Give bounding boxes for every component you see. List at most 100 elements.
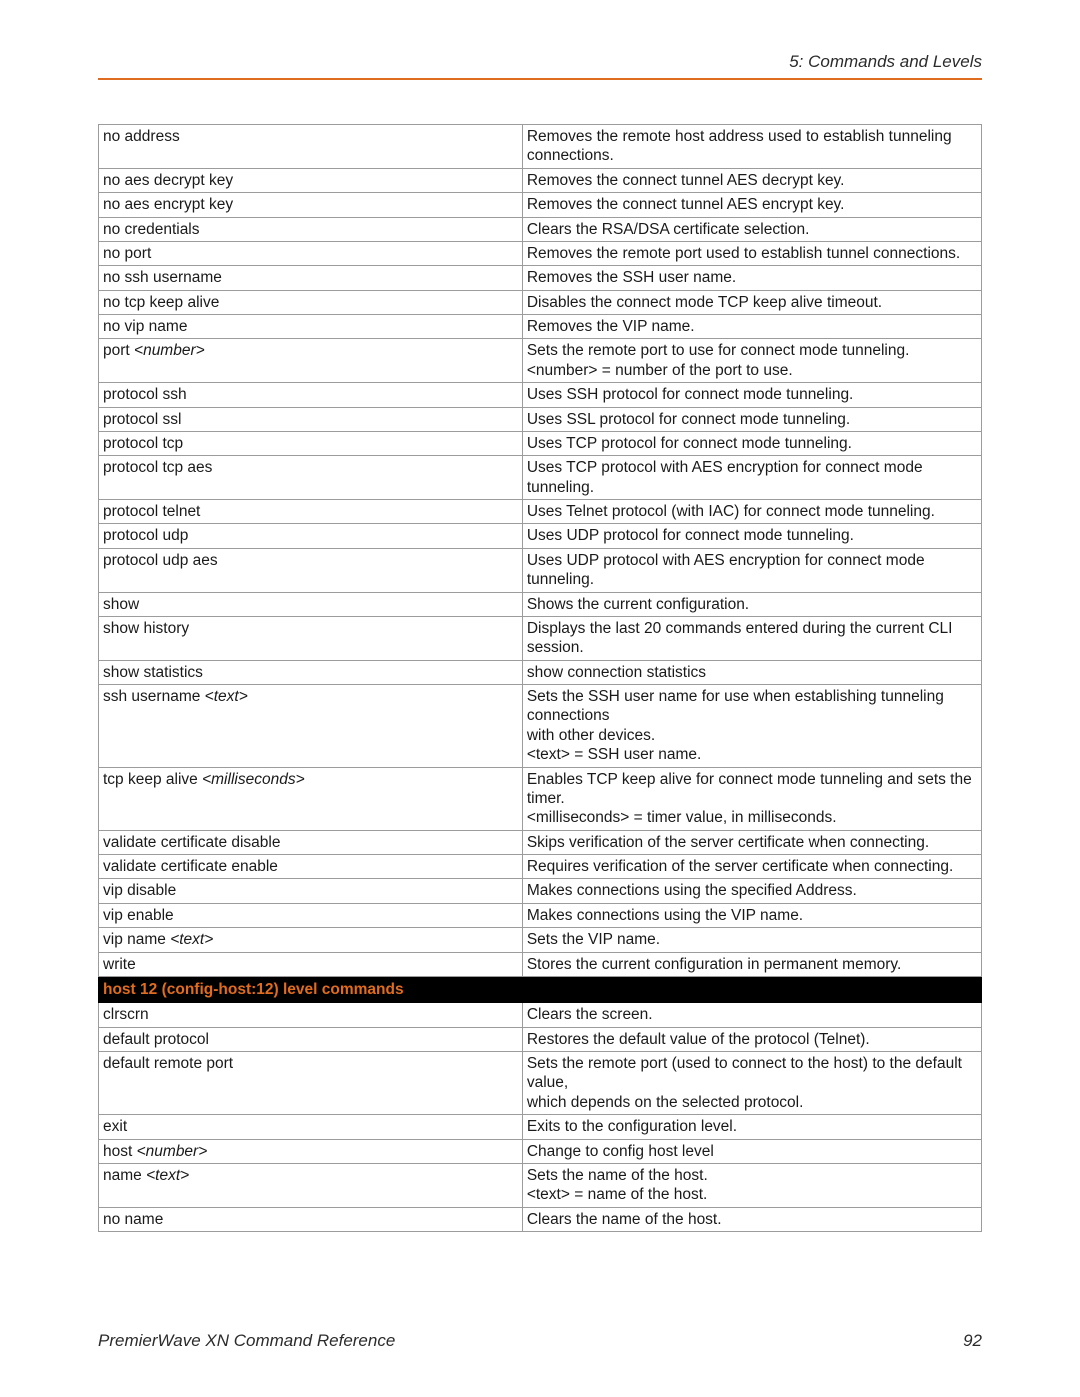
command-cell: validate certificate enable bbox=[99, 855, 523, 879]
table-row: no aes decrypt keyRemoves the connect tu… bbox=[99, 168, 982, 192]
command-cell: tcp keep alive <milliseconds> bbox=[99, 767, 523, 830]
description-cell: Removes the remote port used to establis… bbox=[522, 241, 981, 265]
description-cell: Removes the connect tunnel AES encrypt k… bbox=[522, 193, 981, 217]
command-cell: no aes decrypt key bbox=[99, 168, 523, 192]
command-cell: no tcp keep alive bbox=[99, 290, 523, 314]
command-param: <text> bbox=[205, 688, 248, 705]
description-cell: Change to config host level bbox=[522, 1139, 981, 1163]
command-cell: protocol telnet bbox=[99, 500, 523, 524]
table-row: protocol udp aesUses UDP protocol with A… bbox=[99, 548, 982, 592]
table-row: default protocolRestores the default val… bbox=[99, 1027, 982, 1051]
description-cell: Exits to the configuration level. bbox=[522, 1115, 981, 1139]
table-row: no aes encrypt keyRemoves the connect tu… bbox=[99, 193, 982, 217]
section-header-row: host 12 (config-host:12) level commands bbox=[99, 976, 982, 1002]
commands-table: no addressRemoves the remote host addres… bbox=[98, 124, 982, 1232]
description-cell: Requires verification of the server cert… bbox=[522, 855, 981, 879]
table-row: protocol udpUses UDP protocol for connec… bbox=[99, 524, 982, 548]
command-param: <number> bbox=[137, 1143, 208, 1160]
command-cell: show bbox=[99, 592, 523, 616]
table-row: host <number>Change to config host level bbox=[99, 1139, 982, 1163]
description-cell: Removes the SSH user name. bbox=[522, 266, 981, 290]
table-row: protocol tcpUses TCP protocol for connec… bbox=[99, 431, 982, 455]
table-row: vip enableMakes connections using the VI… bbox=[99, 903, 982, 927]
command-cell: no credentials bbox=[99, 217, 523, 241]
command-cell: protocol udp aes bbox=[99, 548, 523, 592]
command-param: <text> bbox=[146, 1167, 189, 1184]
table-row: default remote portSets the remote port … bbox=[99, 1052, 982, 1115]
page: 5: Commands and Levels no addressRemoves… bbox=[0, 0, 1080, 1397]
command-cell: name <text> bbox=[99, 1163, 523, 1207]
command-cell: vip name <text> bbox=[99, 928, 523, 952]
description-cell: Clears the screen. bbox=[522, 1003, 981, 1027]
table-row: no vip nameRemoves the VIP name. bbox=[99, 315, 982, 339]
description-cell: Clears the name of the host. bbox=[522, 1207, 981, 1231]
command-cell: port <number> bbox=[99, 339, 523, 383]
table-row: writeStores the current configuration in… bbox=[99, 952, 982, 976]
command-cell: protocol ssh bbox=[99, 383, 523, 407]
table-row: show historyDisplays the last 20 command… bbox=[99, 616, 982, 660]
table-row: no nameClears the name of the host. bbox=[99, 1207, 982, 1231]
description-cell: Uses TCP protocol with AES encryption fo… bbox=[522, 456, 981, 500]
description-cell: show connection statistics bbox=[522, 660, 981, 684]
command-param: <milliseconds> bbox=[202, 771, 305, 788]
table-row: protocol sshUses SSH protocol for connec… bbox=[99, 383, 982, 407]
table-row: no portRemoves the remote port used to e… bbox=[99, 241, 982, 265]
table-row: protocol sslUses SSL protocol for connec… bbox=[99, 407, 982, 431]
page-header: 5: Commands and Levels bbox=[98, 52, 982, 80]
command-cell: protocol tcp aes bbox=[99, 456, 523, 500]
table-row: show statisticsshow connection statistic… bbox=[99, 660, 982, 684]
description-cell: Makes connections using the VIP name. bbox=[522, 903, 981, 927]
command-cell: protocol ssl bbox=[99, 407, 523, 431]
command-cell: protocol udp bbox=[99, 524, 523, 548]
command-cell: no aes encrypt key bbox=[99, 193, 523, 217]
description-cell: Enables TCP keep alive for connect mode … bbox=[522, 767, 981, 830]
description-cell: Uses TCP protocol for connect mode tunne… bbox=[522, 431, 981, 455]
section-header-cell: host 12 (config-host:12) level commands bbox=[99, 976, 982, 1002]
description-cell: Clears the RSA/DSA certificate selection… bbox=[522, 217, 981, 241]
description-cell: Stores the current configuration in perm… bbox=[522, 952, 981, 976]
table-row: validate certificate disableSkips verifi… bbox=[99, 830, 982, 854]
table-row: protocol tcp aesUses TCP protocol with A… bbox=[99, 456, 982, 500]
description-cell: Displays the last 20 commands entered du… bbox=[522, 616, 981, 660]
table-row: vip name <text>Sets the VIP name. bbox=[99, 928, 982, 952]
table-row: ssh username <text>Sets the SSH user nam… bbox=[99, 685, 982, 768]
table-row: no tcp keep aliveDisables the connect mo… bbox=[99, 290, 982, 314]
table-row: validate certificate enableRequires veri… bbox=[99, 855, 982, 879]
command-cell: vip enable bbox=[99, 903, 523, 927]
footer-page-number: 92 bbox=[963, 1331, 982, 1351]
command-cell: no vip name bbox=[99, 315, 523, 339]
table-row: clrscrnClears the screen. bbox=[99, 1003, 982, 1027]
table-row: port <number>Sets the remote port to use… bbox=[99, 339, 982, 383]
table-row: no ssh usernameRemoves the SSH user name… bbox=[99, 266, 982, 290]
table-row: protocol telnetUses Telnet protocol (wit… bbox=[99, 500, 982, 524]
description-cell: Uses Telnet protocol (with IAC) for conn… bbox=[522, 500, 981, 524]
command-cell: ssh username <text> bbox=[99, 685, 523, 768]
command-cell: default remote port bbox=[99, 1052, 523, 1115]
command-cell: clrscrn bbox=[99, 1003, 523, 1027]
description-cell: Restores the default value of the protoc… bbox=[522, 1027, 981, 1051]
table-row: vip disableMakes connections using the s… bbox=[99, 879, 982, 903]
command-param: <number> bbox=[134, 342, 205, 359]
page-footer: PremierWave XN Command Reference 92 bbox=[98, 1331, 982, 1351]
description-cell: Uses UDP protocol for connect mode tunne… bbox=[522, 524, 981, 548]
table-row: name <text>Sets the name of the host.<te… bbox=[99, 1163, 982, 1207]
table-row: showShows the current configuration. bbox=[99, 592, 982, 616]
command-cell: no name bbox=[99, 1207, 523, 1231]
description-cell: Disables the connect mode TCP keep alive… bbox=[522, 290, 981, 314]
command-cell: host <number> bbox=[99, 1139, 523, 1163]
description-cell: Sets the remote port to use for connect … bbox=[522, 339, 981, 383]
command-cell: protocol tcp bbox=[99, 431, 523, 455]
description-cell: Sets the remote port (used to connect to… bbox=[522, 1052, 981, 1115]
table-row: tcp keep alive <milliseconds>Enables TCP… bbox=[99, 767, 982, 830]
description-cell: Uses UDP protocol with AES encryption fo… bbox=[522, 548, 981, 592]
description-cell: Uses SSH protocol for connect mode tunne… bbox=[522, 383, 981, 407]
command-cell: show statistics bbox=[99, 660, 523, 684]
command-cell: no ssh username bbox=[99, 266, 523, 290]
chapter-title: 5: Commands and Levels bbox=[98, 52, 982, 72]
description-cell: Uses SSL protocol for connect mode tunne… bbox=[522, 407, 981, 431]
table-row: no addressRemoves the remote host addres… bbox=[99, 125, 982, 169]
command-cell: validate certificate disable bbox=[99, 830, 523, 854]
footer-doc-title: PremierWave XN Command Reference bbox=[98, 1331, 395, 1351]
description-cell: Sets the name of the host.<text> = name … bbox=[522, 1163, 981, 1207]
command-cell: write bbox=[99, 952, 523, 976]
